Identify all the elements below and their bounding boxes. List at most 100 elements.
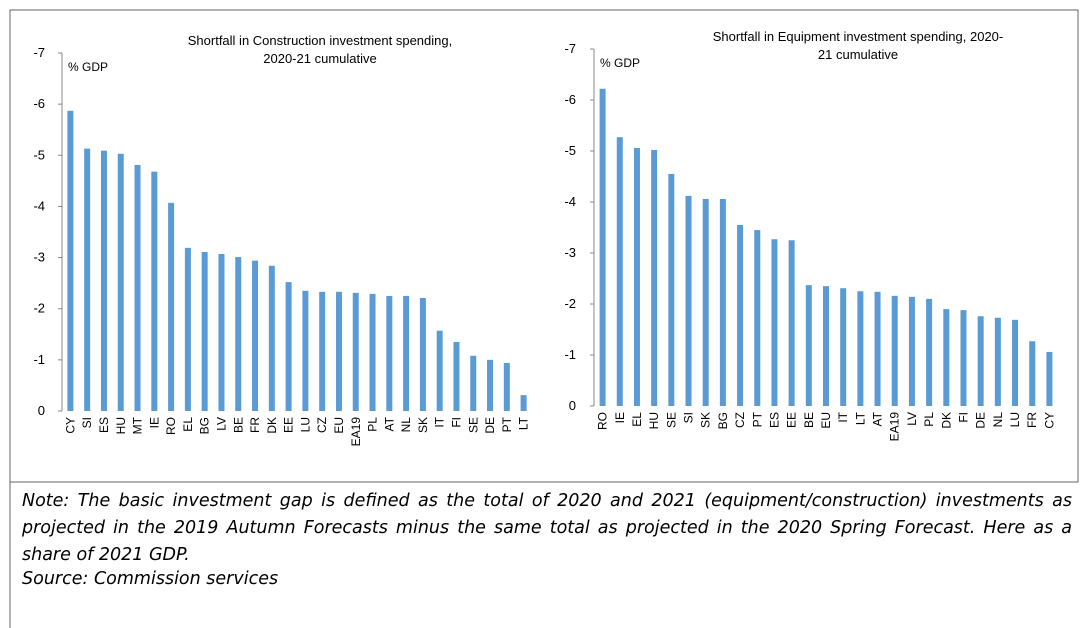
bar [994,317,1001,406]
frame [9,9,1079,483]
y-tick-label: -6 [33,96,45,111]
bar [369,293,376,411]
x-tick-label: DE [974,412,988,429]
x-tick-label: PL [922,412,936,427]
bar [908,296,915,406]
bar [319,291,326,411]
bar [977,316,984,406]
bar [719,198,726,406]
x-tick-label: DK [265,417,279,434]
bar [840,288,847,406]
y-tick-label: -4 [33,198,45,213]
note: Note: The basic investment gap is define… [22,491,1072,565]
x-tick-label: HU [114,417,128,434]
bar [805,285,812,406]
bar [599,88,606,406]
x-tick-label: CY [1042,412,1056,429]
x-tick-label: FR [248,417,262,433]
bar [268,265,275,411]
bar [100,150,107,411]
bar [633,147,640,406]
bar [67,110,74,411]
x-tick-label: EE [282,417,296,433]
x-tick-label: LT [517,416,531,430]
bar [1029,341,1036,406]
x-tick-label: FI [449,417,463,428]
bar [436,330,443,411]
x-tick-label: ES [767,412,781,428]
chart-title: Shortfall in Construction investment spe… [188,33,452,48]
bar [685,195,692,406]
bar [616,137,623,407]
bar [117,153,124,411]
y-tick-label: -6 [564,92,576,107]
x-tick-label: FR [1025,412,1039,428]
bar [771,239,778,406]
bar [823,286,829,406]
bar [302,290,309,411]
x-tick-label: SI [80,417,94,428]
x-tick-label: EL [181,417,195,432]
y-tick-label: -5 [33,147,45,162]
x-tick-label: BG [716,412,730,429]
bar [754,230,761,406]
y-tick-label: -3 [33,250,45,265]
y-tick-label: -4 [564,194,576,209]
chart-title: 2020-21 cumulative [263,51,376,66]
x-tick-label: AT [382,416,396,431]
y-tick-label: 0 [38,403,45,418]
bar [668,173,675,406]
bar [335,291,342,411]
x-tick-label: EA19 [888,412,902,442]
x-tick-label: EU [332,417,346,434]
y-tick-label: -3 [564,245,576,260]
bar [352,292,359,411]
x-tick-label: SE [664,412,678,428]
x-tick-label: EE [785,412,799,428]
x-tick-label: SI [682,412,696,423]
bar [84,148,91,411]
y-tick-label: -7 [564,41,576,56]
x-tick-label: MT [131,416,145,434]
x-tick-label: LV [905,412,919,426]
x-tick-label: AT [871,411,885,426]
x-tick-label: EA19 [349,417,363,447]
x-tick-label: IT [433,416,447,427]
x-tick-label: HU [647,412,661,429]
bar [168,202,175,411]
bar [453,341,460,411]
x-tick-label: EU [819,412,833,429]
y-tick-label: -7 [33,45,45,60]
y-tick-label: -1 [33,352,45,367]
bar [151,171,158,411]
x-tick-label: BE [802,412,816,428]
bar [419,297,426,411]
x-tick-label: IE [147,417,161,428]
chart-title: 21 cumulative [818,47,898,62]
x-tick-label: LT [853,411,867,425]
x-tick-label: SK [416,417,430,433]
y-tick-label: 0 [569,398,576,413]
x-tick-label: ES [97,417,111,433]
bar [470,355,477,411]
bar [857,291,864,406]
bar [285,282,292,411]
y-tick-label: -1 [564,347,576,362]
bar [386,295,393,411]
source: Source: Commission services [22,569,279,589]
bar [201,251,208,411]
x-tick-label: PT [750,411,764,427]
bar [134,165,141,411]
bar [520,395,527,411]
y-axis-label: % GDP [600,56,640,70]
bar [651,149,658,407]
bar [403,295,410,411]
x-tick-label: RO [596,412,610,430]
x-tick-label: SE [466,417,480,433]
bar [874,291,881,406]
x-tick-label: LU [298,417,312,432]
bar [184,247,191,411]
bar [960,310,967,406]
